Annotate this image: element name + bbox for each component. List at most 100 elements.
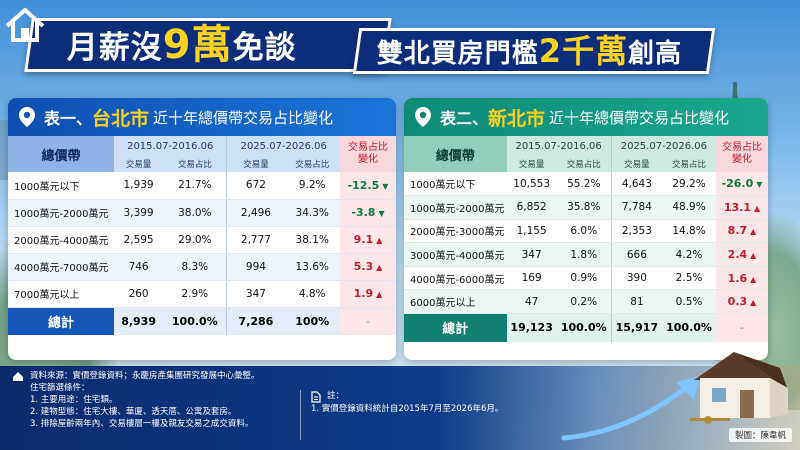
table-city-name: 新北市 xyxy=(488,107,546,130)
share-change-value: 1.9 xyxy=(353,287,374,300)
headline-primary-highlight: 9萬 xyxy=(162,22,233,68)
headline-banner-secondary: 雙北買房門檻2千萬創高 xyxy=(352,28,716,74)
cell-count-period-2: 672 xyxy=(226,172,285,200)
new-taipei-table-panel: 表二、 新北市 近十年總價帶交易占比變化 總價帶 2015.07-2016.06 2… xyxy=(404,98,768,360)
source-text: 資料來源：實價登錄資料；永慶房產集團研究發展中心彙整。 xyxy=(30,371,260,381)
price-band-label: 2000萬元-4000萬元 xyxy=(8,226,114,254)
table-row: 6000萬元以上 47 0.2% 81 0.5% 0.3 ▲ xyxy=(404,289,768,315)
price-band-label: 4000萬元-7000萬元 xyxy=(8,253,114,281)
cell-share-period-1: 21.7% xyxy=(163,172,227,200)
subheader-share: 交易占比 xyxy=(662,156,716,172)
cell-share-period-1: 0.9% xyxy=(556,266,612,291)
taipei-table-panel: 表一、 台北市 近十年總價帶交易占比變化 總價帶 2015.07-2016.06 2… xyxy=(8,98,396,360)
column-header-price-band: 總價帶 xyxy=(8,136,114,172)
criteria-item: 1. 主要用途：住宅類。 xyxy=(30,395,118,405)
source-notes: 資料來源：實價登錄資料；永慶房產集團研究發展中心彙整。 住宅篩選條件： 1. 主… xyxy=(12,370,260,430)
table-total-row: 總計 8,939 100.0% 7,286 100% - xyxy=(8,307,396,335)
cell-share-change: -12.5 ▼ xyxy=(340,172,396,200)
table-row: 1000萬元以下 1,939 21.7% 672 9.2% -12.5 ▼ xyxy=(8,172,396,200)
subheader-count: 交易量 xyxy=(114,156,164,172)
cell-count-period-2: 347 xyxy=(226,280,285,308)
table-total-row: 總計 19,123 100.0% 15,917 100.0% - xyxy=(404,313,768,342)
cell-count-period-1: 1,155 xyxy=(506,219,557,244)
column-header-period-1: 2015.07-2016.06 xyxy=(506,136,612,156)
price-band-label: 1000萬元以下 xyxy=(8,172,114,200)
cell-count-period-1: 260 xyxy=(114,280,164,308)
footnote: 註： 1. 實價登錄資料統計自2015年7月至2026年6月。 xyxy=(300,390,540,440)
cell-count-period-1: 347 xyxy=(506,242,557,267)
triangle-up-icon: ▲ xyxy=(750,227,757,237)
cell-share-period-2: 9.2% xyxy=(284,172,340,200)
document-icon xyxy=(311,390,321,403)
criteria-item: 2. 建物型態：住宅大樓、華廈、透天厝、公寓及套房。 xyxy=(30,407,237,417)
cell-share-change: 2.4 ▲ xyxy=(716,242,768,267)
subheader-count: 交易量 xyxy=(610,156,663,172)
table-row: 2000萬元-4000萬元 2,595 29.0% 2,777 38.1% 9.1 ▲ xyxy=(8,226,396,254)
price-band-label: 4000萬元-6000萬元 xyxy=(404,266,507,291)
cell-share-period-2: 4.8% xyxy=(284,280,340,308)
new-taipei-table-title: 表二、 新北市 近十年總價帶交易占比變化 xyxy=(404,98,768,136)
share-change-value: -12.5 xyxy=(347,178,380,192)
triangle-up-icon: ▲ xyxy=(376,263,383,272)
new-taipei-price-band-table: 總價帶 2015.07-2016.06 2025.07-2026.06 交易占比… xyxy=(404,136,768,342)
cell-count-period-2: 994 xyxy=(226,253,285,281)
footer-bar xyxy=(0,366,800,450)
table-city-name: 台北市 xyxy=(92,107,150,130)
triangle-down-icon: ▼ xyxy=(378,209,385,218)
headline-banner-primary: 月薪沒9萬免談 xyxy=(24,18,392,72)
price-band-label: 3000萬元-4000萬元 xyxy=(404,242,507,267)
triangle-down-icon: ▼ xyxy=(756,180,763,190)
subheader-share: 交易占比 xyxy=(284,156,340,172)
price-band-label: 1000萬元以下 xyxy=(404,172,507,197)
triangle-up-icon: ▲ xyxy=(376,236,383,245)
cell-share-period-2: 14.8% xyxy=(662,219,716,244)
cell-share-change: 1.6 ▲ xyxy=(716,266,768,291)
cell-share-period-2: 0.5% xyxy=(662,289,716,315)
price-band-label: 1000萬元-2000萬元 xyxy=(404,195,507,220)
subheader-count: 交易量 xyxy=(506,156,557,172)
table-row: 3000萬元-4000萬元 347 1.8% 666 4.2% 2.4 ▲ xyxy=(404,242,768,267)
triangle-up-icon: ▲ xyxy=(750,251,757,261)
triangle-up-icon: ▲ xyxy=(750,298,757,308)
column-header-period-1: 2015.07-2016.06 xyxy=(114,136,227,156)
rising-arrow-icon xyxy=(561,376,700,441)
price-band-label: 2000萬元-3000萬元 xyxy=(404,219,507,244)
cell-count-period-1: 3,399 xyxy=(114,199,164,227)
share-change-value: -26.0 xyxy=(721,177,754,191)
cell-share-period-2: 48.9% xyxy=(662,195,716,220)
cell-count-period-2: 7,784 xyxy=(610,195,663,220)
cell-share-change: -26.0 ▼ xyxy=(716,172,768,197)
column-header-share-change: 交易占比 變化 xyxy=(340,136,396,172)
criteria-item: 3. 排除屋齡兩年內、交易樓層一樓及親友交易之成交資料。 xyxy=(30,419,254,429)
taipei-table-title: 表一、 台北市 近十年總價帶交易占比變化 xyxy=(8,98,396,136)
column-header-period-2: 2025.07-2026.06 xyxy=(226,136,340,156)
cell-share-change: 13.1 ▲ xyxy=(716,195,768,220)
footnote-item: 1. 實價登錄資料統計自2015年7月至2026年6月。 xyxy=(311,404,504,414)
triangle-down-icon: ▼ xyxy=(382,181,389,191)
table-row: 1000萬元以下 10,553 55.2% 4,643 29.2% -26.0 ▼ xyxy=(404,172,768,197)
cell-share-period-2: 13.6% xyxy=(284,253,340,281)
cell-count-period-1: 47 xyxy=(506,289,557,315)
criteria-title: 住宅篩選條件： xyxy=(30,383,90,393)
table-row: 1000萬元-2000萬元 6,852 35.8% 7,784 48.9% 13.1 ▲ xyxy=(404,195,768,220)
house-icon xyxy=(13,372,23,381)
cell-share-period-1: 38.0% xyxy=(163,199,227,227)
price-band-label: 1000萬元-2000萬元 xyxy=(8,199,114,227)
cell-count-period-1: 169 xyxy=(506,266,557,291)
cell-share-period-1: 29.0% xyxy=(163,226,227,254)
cell-share-period-1: 8.3% xyxy=(163,253,227,281)
location-pin-icon xyxy=(415,107,431,127)
triangle-up-icon: ▲ xyxy=(753,203,761,213)
table-row: 1000萬元-2000萬元 3,399 38.0% 2,496 34.3% -3.8 ▼ xyxy=(8,199,396,227)
cell-share-change: 0.3 ▲ xyxy=(716,289,768,315)
triangle-up-icon: ▲ xyxy=(376,290,383,299)
cell-share-period-2: 2.5% xyxy=(662,266,716,291)
location-pin-icon xyxy=(19,107,35,127)
cell-count-period-2: 666 xyxy=(610,242,663,267)
table-row: 2000萬元-3000萬元 1,155 6.0% 2,353 14.8% 8.7 ▲ xyxy=(404,219,768,244)
triangle-up-icon: ▲ xyxy=(750,274,757,284)
share-change-value: 9.1 xyxy=(353,233,374,246)
chart-credit: 製圖：陳韋帆 xyxy=(728,428,792,442)
cell-share-period-2: 29.2% xyxy=(662,172,716,197)
subheader-share: 交易占比 xyxy=(163,156,227,172)
